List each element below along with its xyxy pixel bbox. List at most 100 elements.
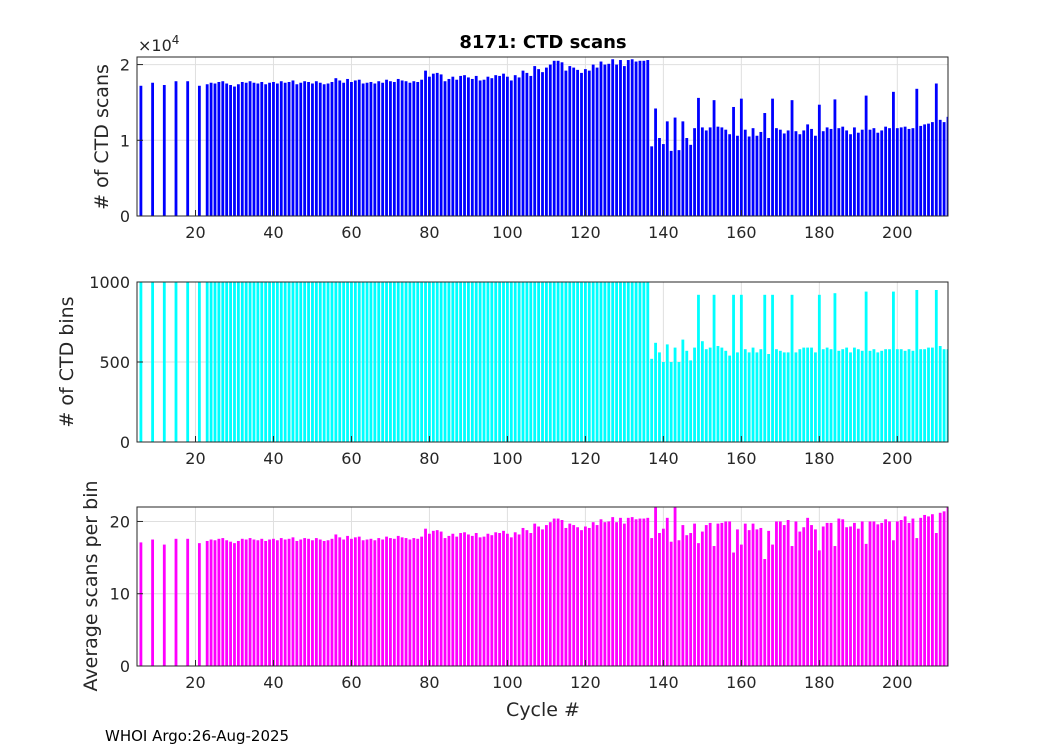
bar bbox=[233, 543, 236, 666]
bar bbox=[225, 540, 229, 666]
bar bbox=[416, 81, 420, 217]
bar bbox=[272, 81, 275, 217]
bar bbox=[338, 80, 342, 216]
bar bbox=[829, 349, 833, 442]
bar bbox=[747, 352, 751, 442]
bar bbox=[221, 538, 225, 666]
bar bbox=[619, 517, 622, 666]
bar bbox=[389, 81, 392, 216]
bar bbox=[837, 350, 841, 442]
bar bbox=[821, 526, 825, 666]
bar bbox=[833, 546, 837, 666]
bar bbox=[841, 126, 845, 216]
bar bbox=[318, 539, 322, 666]
bar bbox=[669, 150, 673, 216]
bar bbox=[564, 70, 568, 216]
bar bbox=[389, 538, 392, 666]
bar bbox=[326, 83, 330, 216]
bar bbox=[439, 74, 443, 216]
bar bbox=[755, 529, 759, 666]
bar bbox=[892, 91, 895, 216]
y-axis-label: # of CTD scans bbox=[91, 64, 113, 210]
bar bbox=[923, 349, 927, 442]
bar bbox=[521, 70, 525, 216]
bar bbox=[408, 82, 412, 217]
bar bbox=[704, 349, 708, 442]
bar bbox=[435, 72, 439, 217]
bar bbox=[275, 83, 279, 216]
bar bbox=[256, 540, 260, 666]
bar bbox=[884, 519, 888, 666]
bar bbox=[513, 75, 517, 216]
bar bbox=[521, 282, 525, 442]
bar bbox=[381, 539, 385, 666]
bar bbox=[736, 352, 739, 442]
bar bbox=[564, 282, 568, 442]
bar bbox=[353, 282, 357, 442]
bar bbox=[205, 282, 209, 442]
y-tick-label: 500 bbox=[99, 353, 130, 372]
bar bbox=[856, 132, 860, 216]
x-tick-label: 80 bbox=[419, 673, 439, 692]
bar bbox=[174, 282, 178, 442]
bar bbox=[685, 138, 689, 216]
bar bbox=[650, 146, 654, 216]
bar bbox=[459, 533, 463, 666]
bar bbox=[743, 129, 747, 216]
bar bbox=[661, 528, 665, 666]
bar bbox=[517, 77, 521, 216]
bar bbox=[400, 537, 404, 666]
bar bbox=[829, 128, 833, 216]
bar bbox=[236, 282, 240, 442]
bar bbox=[209, 539, 213, 666]
bar bbox=[392, 538, 396, 666]
bar bbox=[260, 81, 264, 217]
bar bbox=[810, 525, 813, 666]
bar bbox=[236, 84, 240, 216]
bar bbox=[311, 83, 314, 216]
bar bbox=[529, 533, 533, 666]
bar bbox=[580, 530, 583, 666]
bar bbox=[732, 294, 735, 442]
bar bbox=[541, 282, 544, 442]
bar bbox=[587, 282, 591, 442]
bar bbox=[459, 75, 463, 217]
bar bbox=[365, 539, 369, 666]
bar bbox=[825, 522, 829, 666]
bar bbox=[884, 349, 888, 442]
bar bbox=[872, 128, 876, 216]
bar bbox=[342, 282, 346, 442]
bar bbox=[533, 523, 537, 666]
bar bbox=[541, 529, 544, 666]
bar bbox=[767, 138, 771, 216]
bar bbox=[404, 81, 408, 216]
bar bbox=[537, 282, 541, 442]
x-axis-label: Cycle # bbox=[506, 699, 580, 721]
bar bbox=[205, 84, 209, 216]
bar bbox=[248, 282, 252, 442]
bar bbox=[759, 131, 763, 216]
bar bbox=[240, 282, 244, 442]
bar bbox=[572, 67, 576, 216]
bar bbox=[373, 540, 377, 666]
bar bbox=[244, 282, 248, 442]
bar bbox=[295, 282, 299, 442]
bar bbox=[849, 352, 852, 442]
bar bbox=[428, 282, 431, 442]
bar bbox=[712, 294, 716, 442]
bar bbox=[205, 540, 209, 666]
bar bbox=[895, 521, 899, 666]
bar bbox=[474, 75, 478, 217]
bar bbox=[646, 282, 650, 442]
bar bbox=[658, 352, 661, 442]
bar bbox=[591, 282, 595, 442]
bar bbox=[463, 282, 466, 442]
bar bbox=[568, 282, 572, 442]
bar bbox=[759, 527, 763, 666]
bar bbox=[712, 100, 716, 216]
bar bbox=[229, 85, 232, 216]
bar bbox=[693, 347, 696, 442]
bar bbox=[334, 534, 338, 666]
bar bbox=[139, 85, 143, 217]
x-tick-label: 100 bbox=[492, 449, 523, 468]
